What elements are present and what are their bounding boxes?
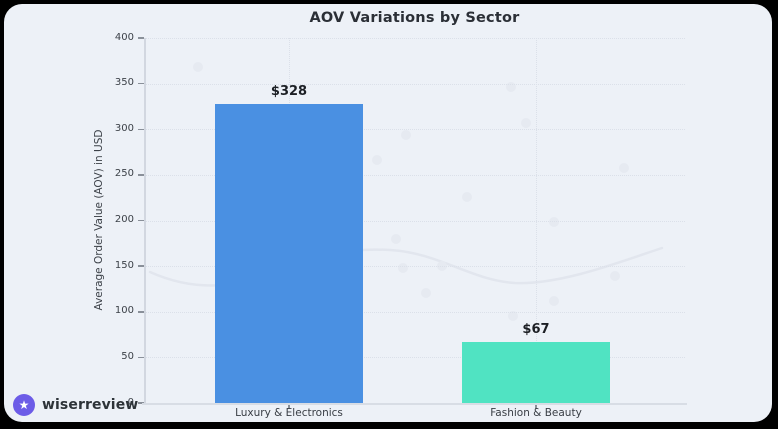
y-gridline <box>144 220 685 222</box>
x-axis-line <box>142 403 687 405</box>
x-gridline <box>536 38 537 403</box>
y-gridline <box>144 311 685 313</box>
y-gridline <box>144 83 685 85</box>
x-tick-mark <box>535 405 537 409</box>
y-gridline <box>144 357 685 359</box>
x-tick-label-luxury-electronics: Luxury & Electronics <box>235 407 343 419</box>
y-tick-mark <box>138 174 144 176</box>
bar-luxury-electronics <box>215 103 363 403</box>
y-tick-label: 0 <box>127 396 134 408</box>
y-tick-label: 200 <box>114 214 134 225</box>
plot-area: 0 50 100 150 200 250 300 350 400 $328 Luxury & E… <box>4 4 772 422</box>
x-tick-mark <box>288 405 290 409</box>
y-axis-line <box>144 38 146 403</box>
y-tick-mark <box>138 219 144 222</box>
star-glyph: ★ <box>18 397 30 412</box>
y-tick-label: 300 <box>114 122 134 134</box>
x-tick-label-fashion-beauty: Fashion & Beauty <box>490 407 582 419</box>
chart-panel: AOV Variations by Sector 0 50 100 150 200 250… <box>4 4 772 422</box>
y-tick-label: 350 <box>114 77 134 89</box>
brand-name: wiserreview <box>42 397 139 413</box>
brand-logo: ★ wiserreview <box>13 394 138 416</box>
y-tick-mark <box>138 402 144 404</box>
bar-value-label: $328 <box>270 83 308 99</box>
y-gridline <box>144 129 685 131</box>
y-gridline <box>144 38 685 39</box>
chart-title: AOV Variations by Sector <box>309 10 520 26</box>
y-tick-mark <box>138 82 144 85</box>
y-tick-mark <box>138 128 144 130</box>
y-tick-mark <box>138 265 144 267</box>
y-tick-label: 400 <box>114 31 134 43</box>
y-tick-label: 250 <box>114 168 134 180</box>
y-gridline <box>144 174 685 176</box>
y-tick-label: 100 <box>114 305 134 317</box>
y-axis-title: Average Order Value (AOV) in USD <box>93 129 105 311</box>
y-tick-label: 50 <box>121 350 134 362</box>
y-tick-label: 150 <box>114 259 134 271</box>
star-logo-icon: ★ <box>13 394 35 416</box>
bar-value-label: $67 <box>522 321 550 337</box>
y-tick-mark <box>138 356 144 359</box>
bar-fashion-beauty <box>462 341 610 403</box>
y-tick-mark <box>138 311 144 313</box>
y-tick-mark <box>138 37 144 39</box>
